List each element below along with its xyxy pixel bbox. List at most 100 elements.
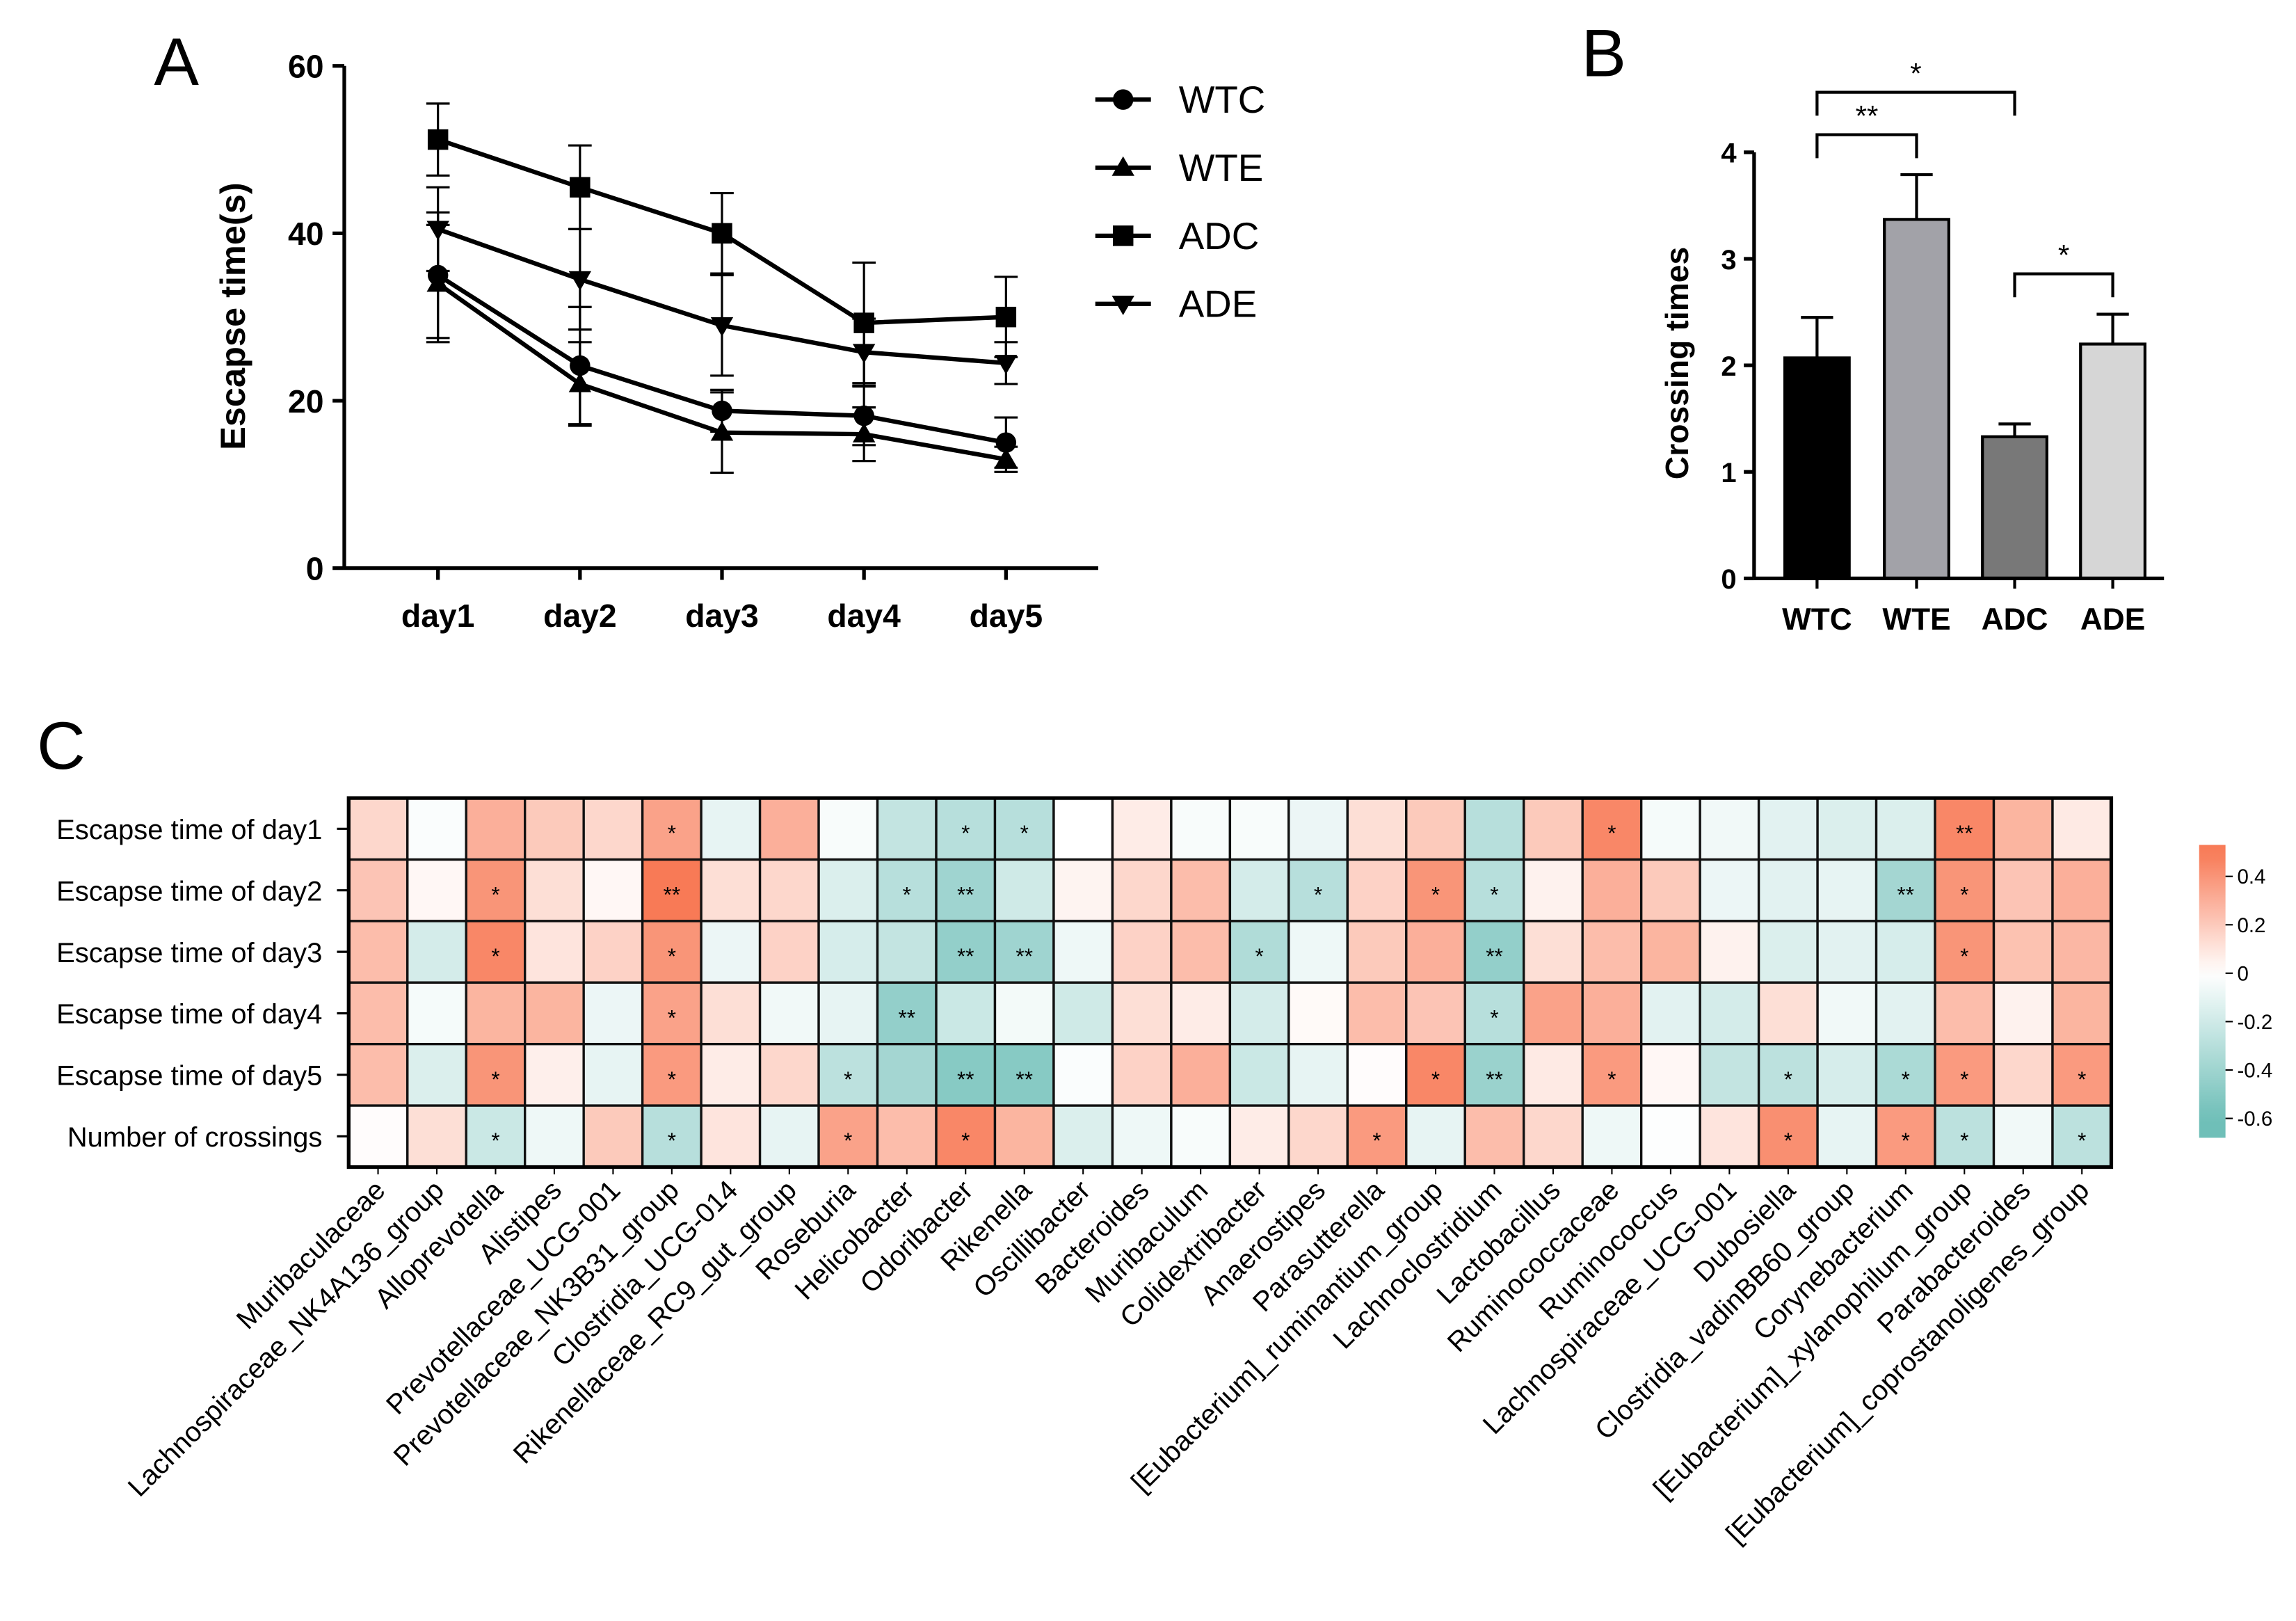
heatmap-cell	[1346, 920, 1408, 984]
significance-mark: *	[491, 1128, 499, 1153]
panel-a-line-chart: 0 20 40 60 day1 day2 day3 day4 day5 Escapse time(…	[213, 49, 1265, 634]
heatmap-cell	[817, 1043, 879, 1107]
heatmap-cell	[1346, 1043, 1408, 1107]
heatmap-cell	[1699, 1104, 1760, 1169]
heatmap-cell	[1405, 858, 1466, 923]
heatmap-cell	[1992, 981, 2054, 1046]
legend-marker-wtc	[1112, 89, 1134, 110]
heatmap-cell	[465, 981, 527, 1046]
heatmap-cell	[524, 981, 585, 1046]
colorbar	[2199, 845, 2226, 1138]
heatmap-cell	[1228, 797, 1290, 861]
heatmap-cell	[1052, 1104, 1114, 1169]
heatmap-cell	[1523, 981, 1584, 1046]
y-tick-label: 2	[1721, 351, 1736, 382]
heatmap-cell	[1228, 858, 1290, 923]
significance-mark: *	[1960, 943, 1968, 968]
heatmap-cell	[1639, 1104, 1701, 1169]
heatmap-cell	[1934, 920, 1996, 984]
legend-label: ADE	[1179, 282, 1258, 326]
heatmap-cell	[935, 1043, 997, 1107]
heatmap-cell	[524, 797, 585, 861]
heatmap-cell	[1992, 797, 2054, 861]
heatmap-cell	[1581, 1104, 1643, 1169]
significance-mark: *	[903, 882, 911, 907]
heatmap-cell	[758, 1104, 820, 1169]
significance-mark: **	[1015, 943, 1033, 968]
heatmap-cell	[1581, 920, 1643, 984]
heatmap-cell	[1405, 920, 1466, 984]
heatmap-cell	[465, 858, 527, 923]
significance-mark: *	[491, 1067, 499, 1092]
heatmap-cell	[1816, 981, 1878, 1046]
heatmap-cell	[1992, 858, 2054, 923]
heatmap-cell	[1287, 1104, 1349, 1169]
heatmap-cell	[347, 920, 409, 984]
heatmap-cell	[1523, 858, 1584, 923]
legend-marker-ade	[1111, 295, 1134, 315]
heatmap-cell	[993, 1104, 1055, 1169]
significance-mark: *	[1784, 1128, 1792, 1153]
heatmap-cell	[582, 981, 644, 1046]
data-point	[995, 355, 1018, 375]
y-tick-label: 40	[288, 216, 324, 252]
y-tick-label: 60	[288, 49, 324, 85]
heatmap-cell	[1934, 1104, 1996, 1169]
heatmap-cell	[700, 1104, 762, 1169]
significance-bracket	[1815, 133, 1918, 159]
heatmap-cell	[1757, 981, 1819, 1046]
significance-mark: **	[1015, 1067, 1033, 1092]
heatmap-cell	[1699, 1043, 1760, 1107]
heatmap-cell	[993, 981, 1055, 1046]
heatmap-cell	[1639, 797, 1701, 861]
heatmap-cell	[876, 797, 938, 861]
heatmap-cell	[1170, 920, 1232, 984]
y-tick-label: 3	[1721, 245, 1736, 276]
heatmap-cell	[876, 1043, 938, 1107]
significance-mark: **	[957, 943, 974, 968]
significance-mark: *	[1255, 943, 1263, 968]
heatmap-cell	[1699, 797, 1760, 861]
heatmap-cell	[1523, 920, 1584, 984]
heatmap-cell	[993, 858, 1055, 923]
heatmap-cell	[700, 1043, 762, 1107]
heatmap-cell	[758, 858, 820, 923]
data-point	[995, 306, 1017, 328]
colorbar-tick-label: 0.2	[2237, 914, 2265, 937]
heatmap-cell	[1816, 920, 1878, 984]
x-tick-label: day4	[827, 598, 901, 634]
heatmap-cell	[1639, 920, 1701, 984]
heatmap-cell	[1816, 1043, 1878, 1107]
heatmap-cell	[1111, 920, 1173, 984]
legend-marker-adc	[1112, 225, 1134, 246]
significance-mark: *	[961, 1128, 970, 1153]
significance-mark: *	[1020, 820, 1029, 845]
colorbar-tick-label: 0.4	[2237, 865, 2265, 888]
heatmap-cell	[1228, 981, 1290, 1046]
heatmap-cell	[1581, 1043, 1643, 1107]
heatmap-cell	[1523, 797, 1584, 861]
heatmap-cell	[582, 1104, 644, 1169]
heatmap-cell	[1523, 1104, 1584, 1169]
heatmap-cell	[1639, 858, 1701, 923]
significance-label: *	[1910, 57, 1921, 90]
heatmap-cell	[1757, 797, 1819, 861]
significance-mark: *	[491, 882, 499, 907]
heatmap-cell	[1052, 920, 1114, 984]
x-tick-label: WTE	[1882, 602, 1950, 637]
significance-mark: *	[961, 820, 970, 845]
y-tick-label: 0	[306, 550, 324, 586]
heatmap-cell	[1463, 797, 1525, 861]
heatmap-cell	[1287, 920, 1349, 984]
heatmap-cell	[582, 797, 644, 861]
significance-mark: *	[1960, 1067, 1968, 1092]
heatmap-cell	[582, 858, 644, 923]
significance-mark: *	[668, 1128, 676, 1153]
heatmap-cell	[1052, 858, 1114, 923]
significance-bracket	[2013, 272, 2114, 298]
row-label: Escapse time of day2	[56, 876, 322, 907]
heatmap-cell	[347, 797, 409, 861]
heatmap-cell	[1757, 920, 1819, 984]
heatmap-cell	[2051, 981, 2113, 1046]
